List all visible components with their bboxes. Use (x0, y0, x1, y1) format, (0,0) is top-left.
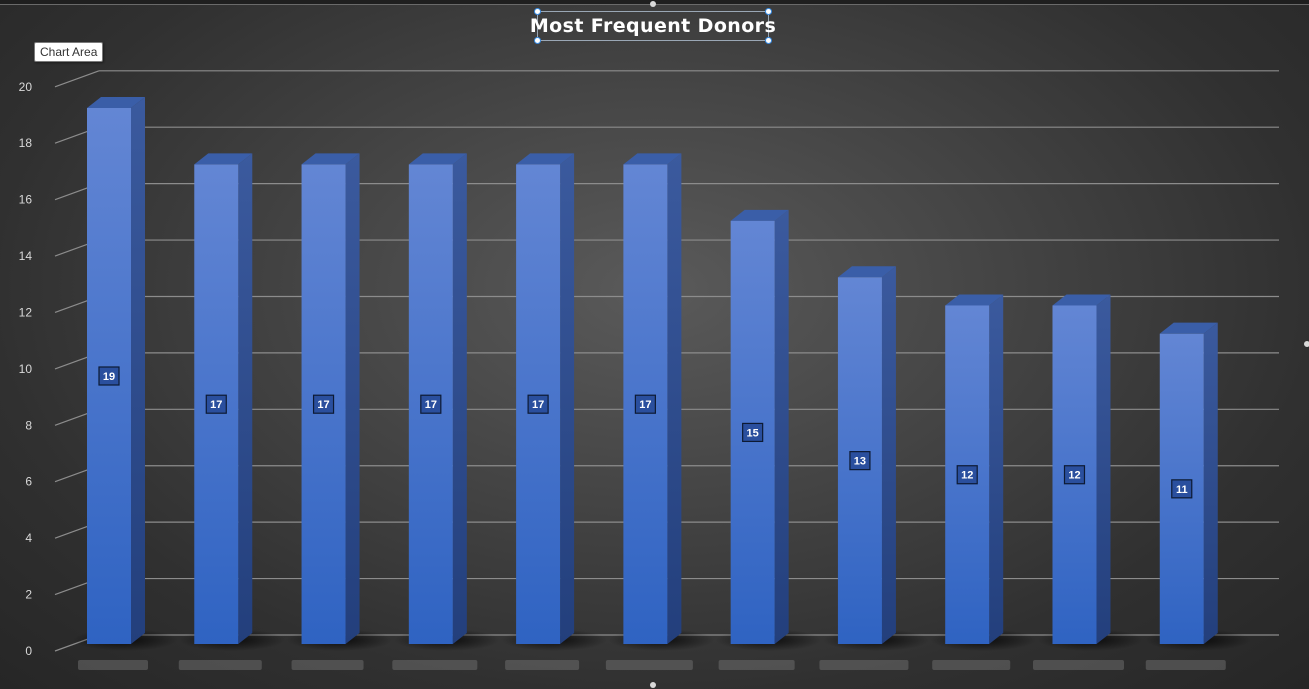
bar-top (837, 266, 896, 278)
y-tick-label: 10 (19, 362, 33, 376)
chart-resize-handle-right[interactable] (1304, 341, 1309, 347)
data-label-box (634, 394, 656, 414)
y-tick-label: 8 (25, 418, 32, 432)
bar-top (87, 97, 145, 108)
data-label-box (849, 451, 871, 471)
x-tick-label-obscured (1145, 660, 1226, 670)
chart-title-box[interactable]: Most Frequent Donors (530, 8, 776, 44)
bar-side (1203, 322, 1218, 644)
bar-top (1159, 322, 1218, 334)
y-tick-label: 12 (19, 305, 33, 319)
data-label-box (956, 465, 978, 485)
x-tick-label-obscured (178, 660, 262, 670)
data-labels: 19 17 17 17 17 17 15 13 12 12 11 (78, 366, 1226, 670)
data-label: 17 (639, 399, 651, 411)
y-tick-label: 6 (25, 475, 32, 489)
y-tick-label: 2 (25, 588, 32, 602)
data-label-box (742, 422, 764, 443)
bar-side (774, 209, 789, 644)
data-label: 12 (961, 470, 973, 482)
title-resize-handle-bottom-left[interactable] (534, 37, 541, 44)
data-label: 17 (532, 399, 544, 411)
bar-top (408, 153, 467, 165)
bar-top (1052, 294, 1111, 306)
x-tick-label-obscured (78, 660, 148, 670)
bar-top (194, 153, 253, 165)
bar-top (623, 153, 682, 165)
bar-side (1096, 294, 1111, 644)
title-resize-handle-top-right[interactable] (765, 8, 772, 15)
x-tick-label-obscured (932, 660, 1011, 670)
data-label: 17 (210, 399, 222, 411)
bar-side (238, 153, 253, 644)
bar-side (345, 153, 360, 644)
bar-side (131, 97, 145, 644)
x-tick-label-obscured (718, 660, 795, 670)
chart-resize-handle-bottom[interactable] (650, 682, 656, 688)
data-label-box (420, 394, 442, 414)
x-tick-label-obscured (392, 660, 478, 670)
bar-top (945, 294, 1004, 306)
gridline-depth (54, 70, 100, 88)
bar-side (452, 153, 467, 644)
data-label: 17 (425, 399, 437, 411)
y-tick-label: 18 (19, 136, 33, 150)
bars (87, 97, 1218, 644)
bar-side (667, 153, 682, 644)
data-label-box (312, 394, 335, 414)
bar-top (730, 209, 789, 221)
data-label: 15 (747, 427, 759, 439)
y-tick-label: 20 (19, 80, 33, 94)
chart-resize-handle-top[interactable] (650, 1, 656, 7)
chart-title[interactable]: Most Frequent Donors (529, 15, 777, 37)
bar-top (301, 153, 360, 165)
title-resize-handle-bottom-right[interactable] (765, 37, 772, 44)
data-label: 17 (317, 399, 329, 411)
y-tick-label: 16 (19, 193, 33, 207)
data-label-box (1063, 465, 1086, 485)
y-tick-label: 14 (19, 249, 33, 263)
bar-side (989, 294, 1004, 644)
data-label-box (98, 366, 120, 386)
y-tick-label: 4 (25, 531, 32, 545)
y-axis-tick-labels: 0 2 4 6 8 10 12 14 16 18 20 (19, 80, 33, 658)
y-tick-label: 0 (25, 644, 32, 658)
bar-top (516, 153, 575, 165)
data-label: 19 (103, 371, 115, 383)
bar-side (560, 153, 575, 644)
x-tick-label-obscured (291, 660, 364, 670)
data-label: 12 (1068, 470, 1080, 482)
data-label-box (205, 394, 227, 414)
bar-side (881, 266, 896, 644)
title-resize-handle-top-left[interactable] (534, 8, 541, 15)
data-label-box (1171, 479, 1193, 499)
data-label-box (527, 394, 549, 414)
x-tick-label-obscured (1032, 660, 1124, 670)
data-label: 13 (854, 456, 866, 468)
x-tick-label-obscured (819, 660, 909, 670)
chart-area-tooltip: Chart Area (34, 42, 104, 62)
x-tick-label-obscured (505, 660, 580, 670)
data-label: 11 (1176, 484, 1188, 496)
x-tick-label-obscured (605, 660, 693, 670)
